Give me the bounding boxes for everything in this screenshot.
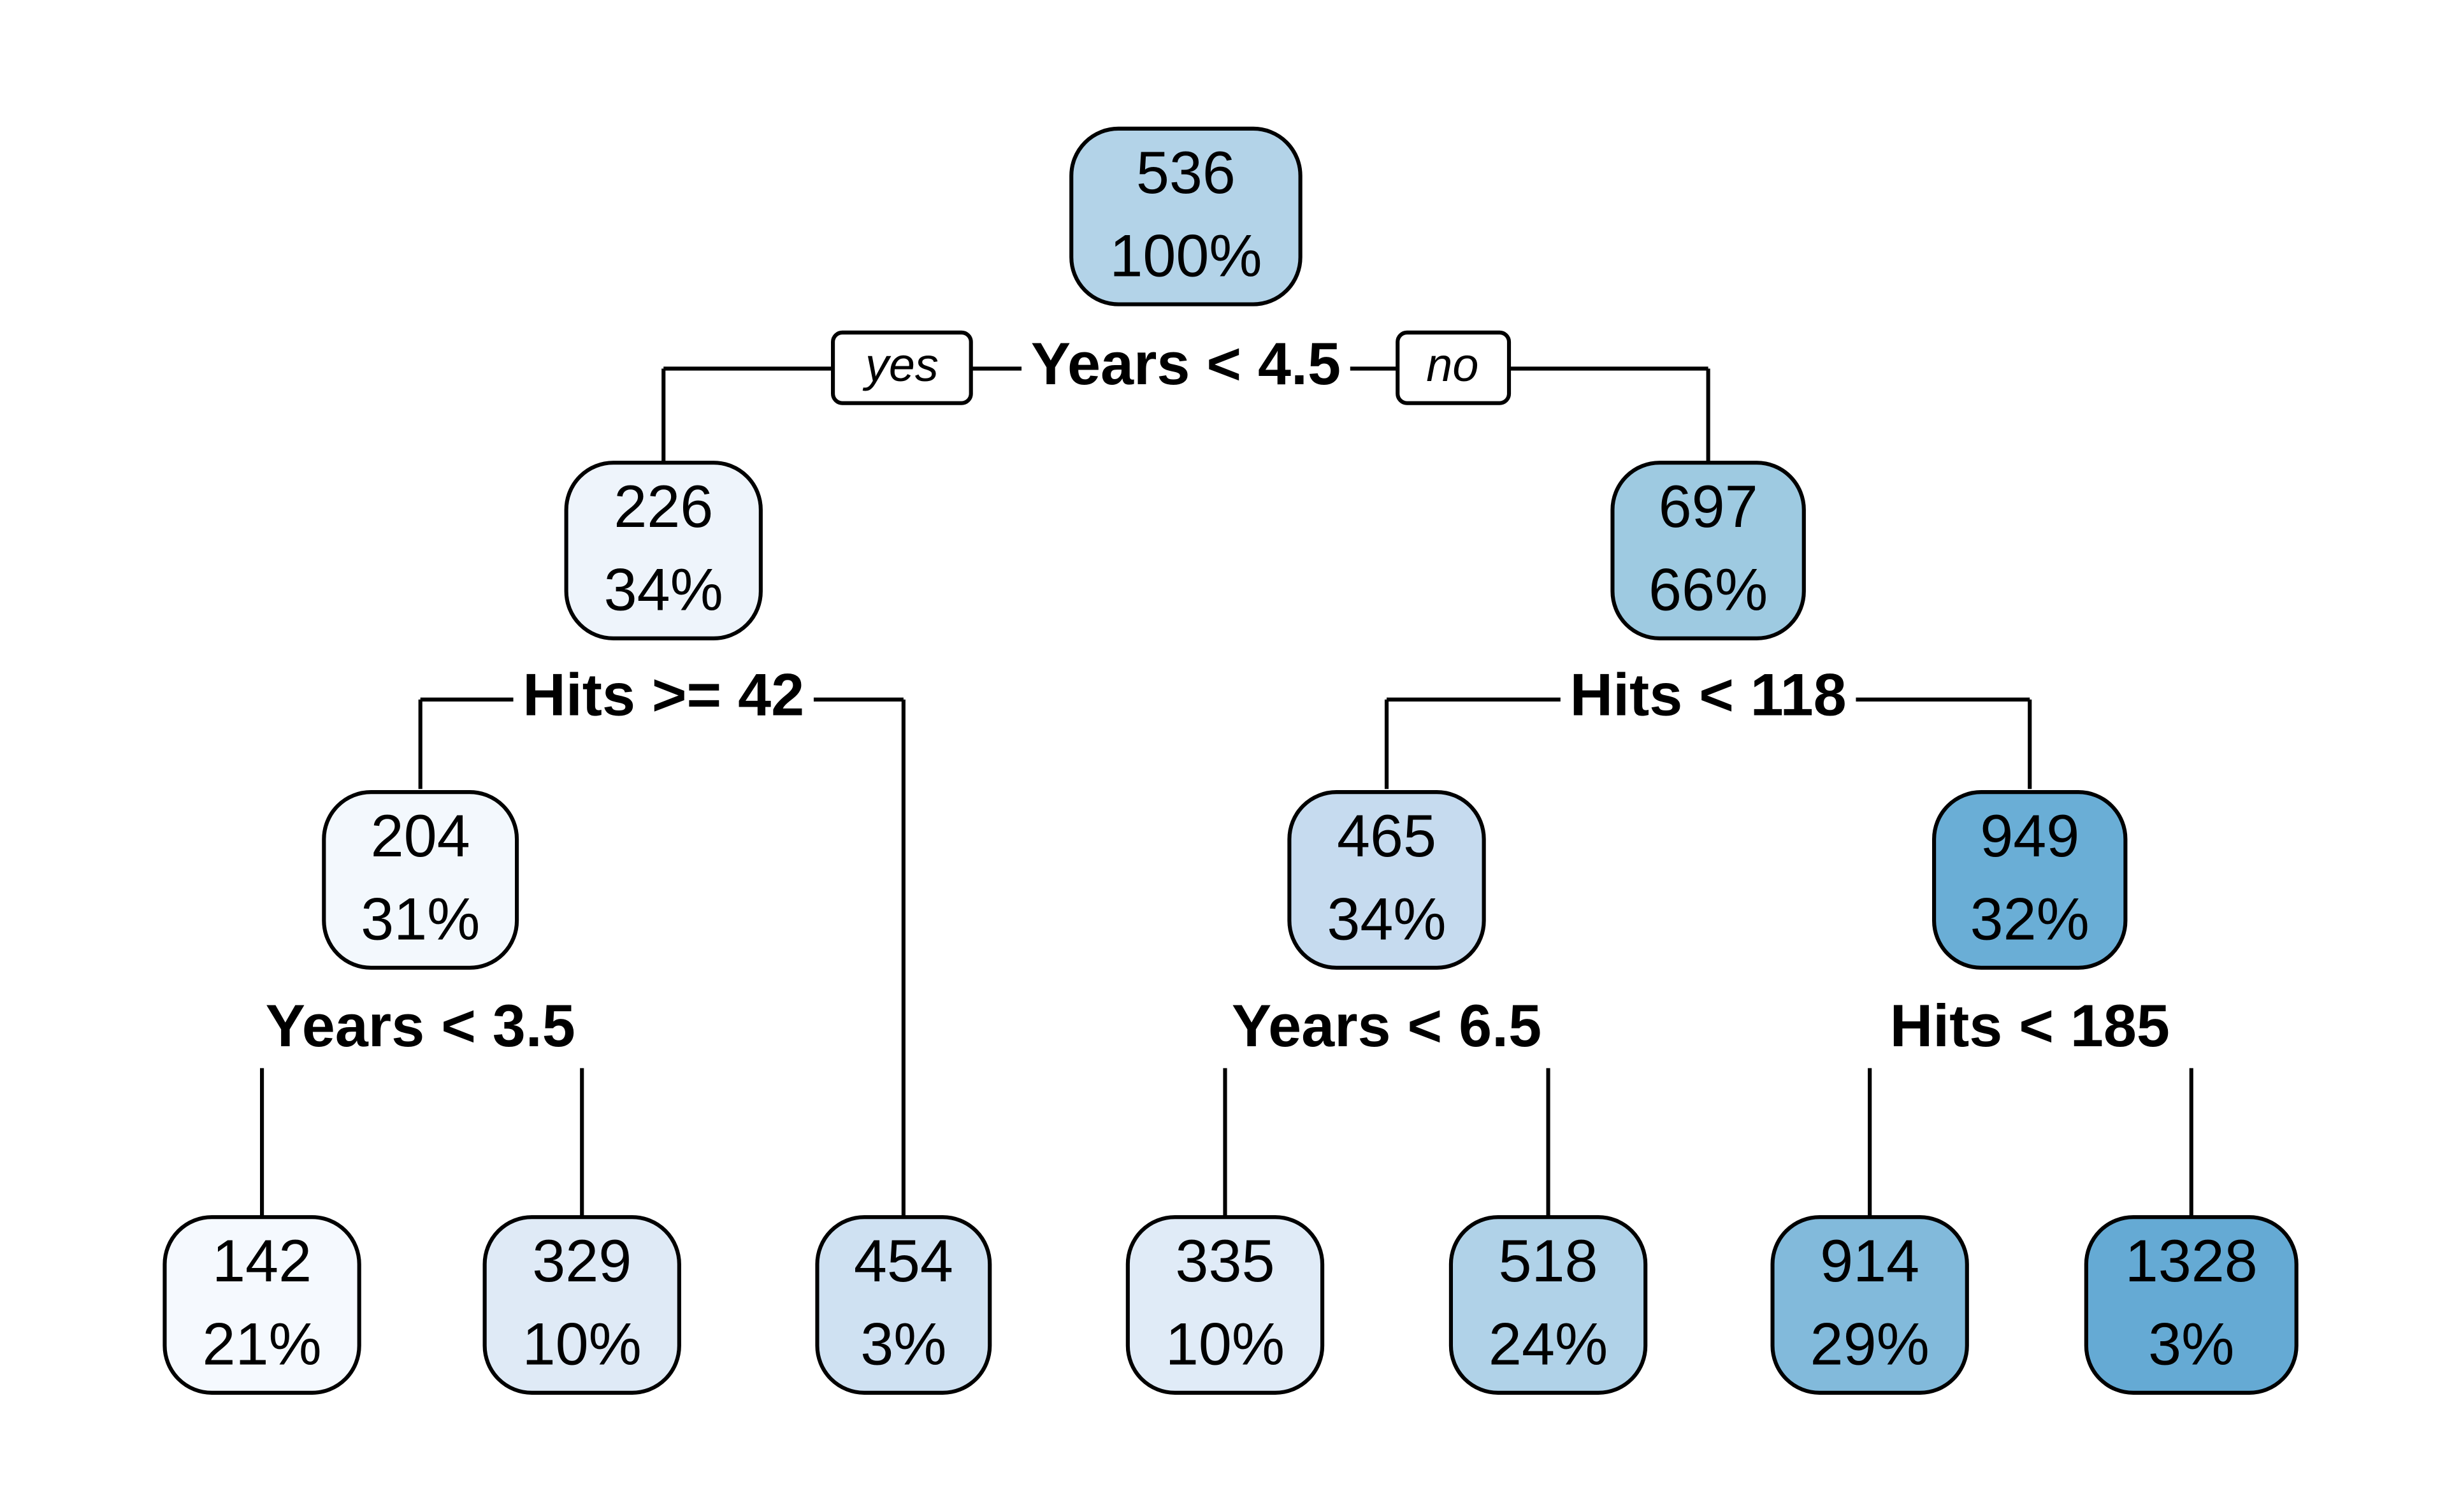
no-box (1396, 330, 1512, 405)
node: 536 100% (1069, 126, 1303, 306)
split-bg (256, 991, 585, 1059)
node-value: 142 (212, 1227, 312, 1294)
node: 1328 3% (2084, 1215, 2299, 1395)
branch-label: no (1426, 338, 1478, 391)
split-bg (1222, 991, 1551, 1059)
split-label: Years < 4.5 (1031, 330, 1341, 397)
split-bg (1021, 330, 1350, 398)
node-percent: 100% (1109, 222, 1262, 289)
node-percent: 24% (1489, 1311, 1608, 1378)
node-box (1932, 790, 2128, 970)
node-value: 518 (1499, 1227, 1598, 1294)
split-label: Years < 3.5 (266, 992, 575, 1059)
node-box (1287, 790, 1486, 970)
node-box (564, 461, 763, 640)
node-percent: 29% (1810, 1311, 1930, 1378)
split-bg (1880, 991, 2179, 1059)
node-value: 226 (614, 473, 713, 540)
node-value: 697 (1659, 473, 1758, 540)
node-percent: 3% (860, 1311, 946, 1378)
split-label: Hits >= 42 (523, 661, 804, 728)
node-box (162, 1215, 361, 1395)
edges (260, 366, 2193, 1218)
node-box (1125, 1215, 1325, 1395)
node-box (2084, 1215, 2299, 1395)
node-box (815, 1215, 992, 1395)
node-value: 1328 (2125, 1227, 2258, 1294)
split-label: Years < 6.5 (1232, 992, 1541, 1059)
split-bg (1560, 661, 1856, 728)
node-percent: 3% (2148, 1311, 2234, 1378)
node-box (322, 790, 519, 970)
node-value: 329 (532, 1227, 632, 1294)
node-box (1770, 1215, 1969, 1395)
branch-label: yes (862, 338, 939, 391)
node-percent: 10% (523, 1311, 642, 1378)
node-value: 454 (854, 1227, 953, 1294)
node-percent: 10% (1166, 1311, 1285, 1378)
node-box (1069, 126, 1303, 306)
node-percent: 66% (1649, 556, 1768, 623)
node-value: 465 (1337, 802, 1436, 869)
node-percent: 32% (1970, 886, 2090, 953)
node-percent: 31% (361, 886, 480, 953)
node-value: 204 (371, 802, 470, 869)
yes-box (831, 330, 973, 405)
node-percent: 21% (202, 1311, 321, 1378)
split-label: Hits < 185 (1890, 992, 2170, 1059)
node-box (1448, 1215, 1648, 1395)
node-box (482, 1215, 681, 1395)
node-value: 949 (1980, 802, 2079, 869)
node-value: 914 (1820, 1227, 1919, 1294)
node-box (1610, 461, 1806, 640)
split-label: Hits < 118 (1570, 661, 1847, 728)
node-percent: 34% (1327, 886, 1446, 953)
node-value: 536 (1136, 139, 1236, 206)
node-percent: 34% (604, 556, 723, 623)
node-value: 335 (1175, 1227, 1274, 1294)
split-bg (513, 661, 814, 728)
